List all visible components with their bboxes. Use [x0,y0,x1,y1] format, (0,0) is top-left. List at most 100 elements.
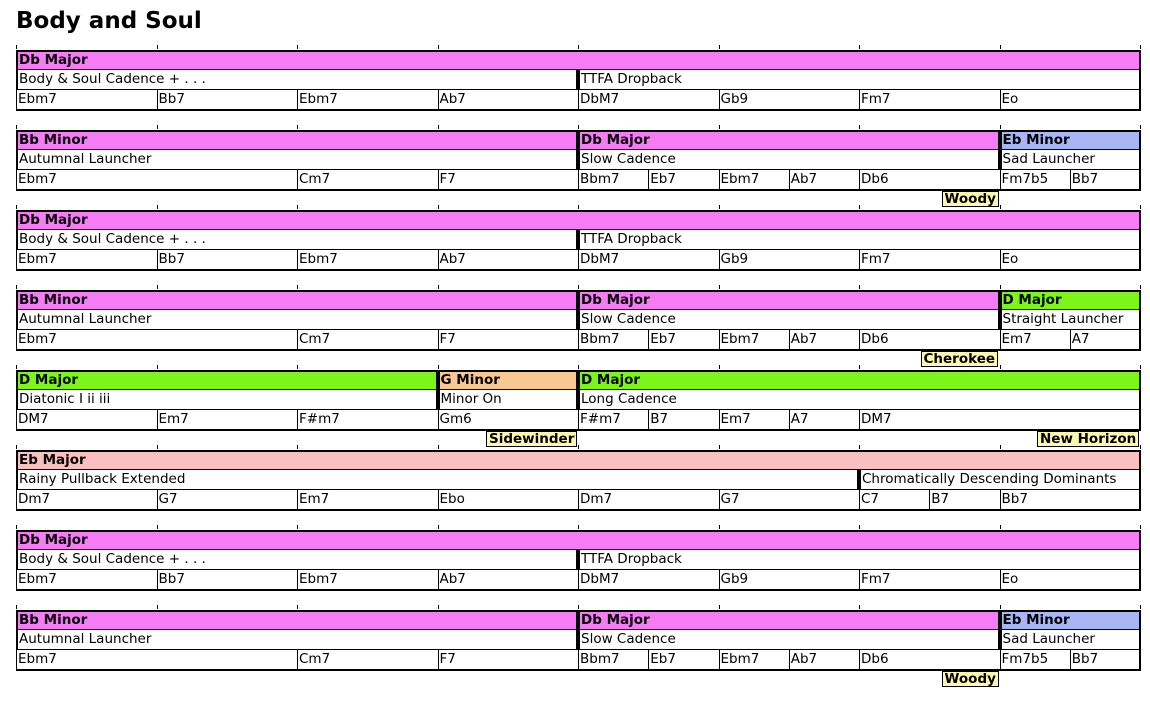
bar-tick [1000,285,1001,289]
chord-symbol: Ab7 [437,570,578,591]
bar-tick [1140,45,1141,49]
chord-symbol: Bbm7 [578,170,649,191]
bar-tick [719,445,720,449]
chord-symbol: Ebm7 [16,570,157,591]
brick-name: Slow Cadence [578,310,1000,330]
brick-name: Rainy Pullback Extended [16,470,859,490]
chord-symbol: Ebm7 [718,330,789,351]
brick-name: Body & Soul Cadence + . . . [16,550,578,570]
brick-name: Autumnal Launcher [16,150,578,170]
chord-symbol: Dm7 [16,490,157,511]
bar-tick [157,525,158,529]
key-region: D Major [16,370,438,391]
chord-symbol: Fm7b5 [999,650,1070,671]
bar-tick [438,45,439,49]
chord-symbol: Ebm7 [16,90,157,111]
chord-symbol: Ab7 [788,650,859,671]
joint-label: Woody [941,671,999,687]
chord-symbol: Gb9 [718,250,859,271]
chord-symbol: Bbm7 [578,330,649,351]
row-edge [1139,570,1141,591]
bar-tick [438,125,439,129]
bar-tick [157,605,158,609]
chord-symbol: B7 [648,410,719,431]
bar-tick [1000,125,1001,129]
chord-symbol: Dm7 [578,490,719,511]
chord-symbol: A7 [788,410,859,431]
key-region: Db Major [16,50,1141,71]
chord-symbol: Fm7b5 [999,170,1070,191]
brick-name: Straight Launcher [999,310,1141,330]
bar-tick [438,285,439,289]
bar-tick [578,45,579,49]
bar-tick [1000,205,1001,209]
chord-symbol: Gm6 [437,410,578,431]
key-region: Eb Minor [999,130,1141,151]
page-title: Body and Soul [16,8,202,34]
bar-tick [1140,605,1141,609]
brick-name: Minor On [437,390,578,410]
key-region: D Major [578,370,1141,391]
key-region: Db Major [578,290,1000,311]
row-edge [1139,170,1141,191]
bar-tick [297,525,298,529]
brick-name: Slow Cadence [578,630,1000,650]
chord-symbol: Em7 [297,490,438,511]
bar-tick [297,205,298,209]
chord-symbol: Bbm7 [578,650,649,671]
bar-tick [438,605,439,609]
bar-tick [16,525,17,529]
chord-symbol: Fm7 [859,90,1000,111]
bar-tick [1000,365,1001,369]
bar-tick [719,45,720,49]
bar-tick [859,45,860,49]
chord-symbol: Gb9 [718,570,859,591]
bar-tick [1000,445,1001,449]
row-edge [1139,410,1141,431]
joint-label: Sidewinder [486,431,578,447]
key-region: G Minor [437,370,578,391]
bar-tick [859,525,860,529]
bar-tick [297,285,298,289]
key-region: Bb Minor [16,610,578,631]
brick-name: TTFA Dropback [578,70,1141,90]
bar-tick [16,285,17,289]
bar-tick [719,365,720,369]
bar-tick [578,445,579,449]
row-edge [1139,250,1141,271]
chord-symbol: B7 [929,490,1000,511]
chord-symbol: Bb7 [1069,650,1140,671]
bar-tick [16,605,17,609]
chord-symbol: DbM7 [578,90,719,111]
chord-symbol: DbM7 [578,570,719,591]
bar-tick [578,365,579,369]
brick-name: Sad Launcher [999,150,1141,170]
bar-tick [578,525,579,529]
chord-symbol: Eb7 [648,170,719,191]
chord-symbol: Bb7 [1069,170,1140,191]
key-region: Bb Minor [16,290,578,311]
chord-symbol: Ebm7 [16,650,297,671]
key-region: Db Major [16,210,1141,231]
bar-tick [719,525,720,529]
key-region: Bb Minor [16,130,578,151]
brick-name: Diatonic I ii iii [16,390,438,410]
chord-symbol: Ebm7 [718,170,789,191]
chord-symbol: Ebo [437,490,578,511]
chord-symbol: Eo [999,250,1140,271]
bar-tick [719,205,720,209]
brick-name: Body & Soul Cadence + . . . [16,70,578,90]
bar-tick [578,205,579,209]
bar-tick [157,365,158,369]
chord-symbol: DM7 [16,410,157,431]
bar-tick [1140,285,1141,289]
chord-symbol: Ab7 [437,90,578,111]
chord-symbol: Ebm7 [297,90,438,111]
chord-symbol: Bb7 [156,570,297,591]
chord-symbol: Bb7 [156,90,297,111]
bar-tick [1000,45,1001,49]
chord-symbol: Fm7 [859,570,1000,591]
chord-symbol: Bb7 [999,490,1140,511]
joint-label: Cherokee [920,351,999,367]
